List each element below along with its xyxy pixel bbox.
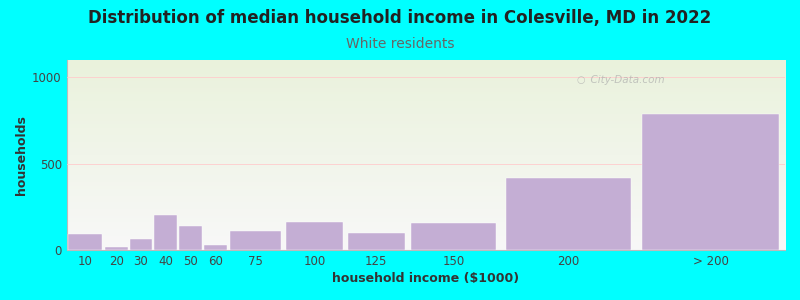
Text: ○: ○ [577,75,585,85]
Text: Distribution of median household income in Colesville, MD in 2022: Distribution of median household income … [88,9,712,27]
Bar [230,231,281,250]
Bar [68,234,102,250]
Text: White residents: White residents [346,38,454,52]
Bar [154,214,177,250]
Bar [642,113,779,250]
Bar [348,233,405,250]
X-axis label: household income ($1000): household income ($1000) [332,272,519,285]
Bar [130,239,152,250]
Bar [411,223,497,250]
Bar [204,245,226,250]
Bar [506,178,631,250]
Bar [179,226,202,250]
Text: City-Data.com: City-Data.com [584,75,665,85]
Bar [105,247,127,250]
Bar [286,222,343,250]
Y-axis label: households: households [15,115,28,195]
